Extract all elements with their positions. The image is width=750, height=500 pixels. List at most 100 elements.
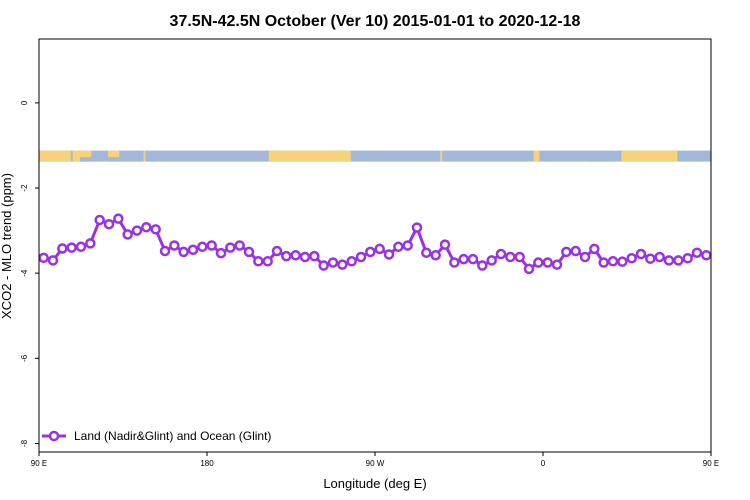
chart-title: 37.5N-42.5N October (Ver 10) 2015-01-01 … [170, 13, 581, 30]
data-point [281, 250, 292, 262]
x-tick-label: 0 [541, 459, 546, 468]
y-tick-label: 0 [20, 100, 29, 105]
land-band [440, 150, 443, 162]
data-series [38, 213, 712, 275]
data-point [215, 247, 227, 259]
data-point [691, 247, 703, 258]
data-point [187, 244, 199, 256]
ocean-band [39, 150, 711, 162]
x-axis: 90 E 180 90 W 0 90 E [31, 452, 719, 468]
land-band [143, 150, 146, 162]
data-point [253, 256, 264, 267]
data-point [113, 213, 124, 224]
ocean-patch [543, 157, 553, 162]
y-tick-label: -6 [20, 354, 29, 362]
data-point [673, 255, 684, 266]
data-point [495, 248, 507, 260]
land-band [39, 150, 71, 162]
data-point [85, 238, 96, 249]
data-point [365, 246, 376, 258]
legend: Land (Nadir&Glint) and Ocean (Glint) [42, 429, 271, 443]
ocean-patch [697, 157, 702, 162]
data-point [635, 248, 647, 260]
y-axis: 0 -2 -4 -6 -8 [20, 100, 39, 447]
data-point [411, 222, 423, 233]
data-point [150, 224, 161, 235]
data-point [645, 253, 656, 264]
data-point [477, 260, 488, 271]
data-point [617, 256, 628, 267]
y-axis-label: XCO2 - MLO trend (ppm) [0, 173, 14, 319]
data-point [197, 241, 208, 253]
data-point [355, 251, 367, 263]
ocean-patch [151, 157, 157, 162]
data-point [122, 229, 133, 240]
data-point [159, 245, 171, 257]
data-point [523, 263, 535, 275]
data-point [486, 255, 497, 266]
data-point [458, 253, 469, 265]
data-point [271, 245, 283, 257]
data-point [598, 257, 609, 268]
land-band [533, 150, 540, 162]
x-tick-label: 90 E [703, 459, 719, 468]
data-point [103, 218, 115, 230]
data-point [579, 251, 591, 263]
data-point [131, 225, 143, 236]
plot-frame [38, 38, 712, 453]
data-point [234, 240, 245, 251]
data-point [626, 253, 637, 264]
data-point [589, 243, 600, 255]
data-point [654, 251, 665, 263]
data-point [542, 257, 553, 268]
data-point [570, 245, 581, 257]
ocean-patch [587, 157, 609, 162]
data-point [383, 249, 395, 260]
data-point [309, 250, 320, 262]
data-point [607, 256, 619, 267]
data-point [327, 257, 339, 268]
data-point [290, 250, 301, 261]
data-point [551, 259, 563, 270]
data-point [402, 240, 413, 251]
data-point [701, 250, 712, 261]
y-tick-label: -2 [20, 184, 29, 192]
legend-marker [48, 430, 60, 442]
data-point [57, 243, 68, 254]
data-point [94, 214, 105, 226]
data-point [393, 241, 404, 253]
data-point [243, 246, 255, 258]
data-point [514, 251, 525, 263]
data-point [169, 240, 180, 251]
data-point [421, 247, 432, 258]
data-point [346, 256, 357, 267]
data-point [299, 251, 311, 263]
data-point [318, 260, 329, 271]
data-point [337, 259, 348, 270]
data-point [561, 246, 572, 258]
data-point [430, 250, 441, 261]
data-point [38, 252, 49, 264]
data-point [449, 257, 460, 268]
x-tick-label: 90 E [31, 459, 47, 468]
surface-type-strip [39, 150, 711, 162]
data-point [374, 243, 385, 255]
ocean-patch [80, 157, 92, 162]
data-point [663, 255, 675, 266]
data-point [206, 240, 217, 251]
land-band [108, 150, 120, 162]
x-axis-label: Longitude (deg E) [323, 476, 426, 491]
data-point [225, 242, 236, 253]
ocean-patch [108, 157, 120, 162]
data-point [178, 246, 189, 258]
data-point [75, 241, 87, 253]
data-point [467, 253, 479, 265]
x-tick-label: 90 W [366, 459, 385, 468]
data-point [47, 255, 59, 266]
data-point [439, 239, 451, 250]
legend-label: Land (Nadir&Glint) and Ocean (Glint) [74, 429, 271, 443]
land-band [268, 150, 351, 162]
data-point [262, 256, 273, 267]
data-point [505, 251, 516, 263]
data-point [141, 221, 152, 233]
